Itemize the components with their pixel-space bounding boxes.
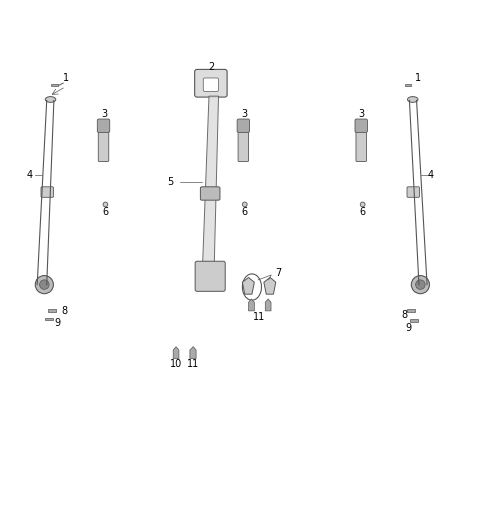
FancyBboxPatch shape [195, 70, 227, 97]
Text: 5: 5 [168, 177, 174, 187]
Text: 7: 7 [275, 268, 281, 278]
FancyBboxPatch shape [97, 119, 110, 133]
Text: 2: 2 [208, 61, 215, 72]
Text: 3: 3 [242, 109, 248, 119]
Text: 4: 4 [27, 170, 33, 180]
FancyBboxPatch shape [237, 119, 250, 133]
Polygon shape [242, 278, 254, 294]
Polygon shape [48, 309, 56, 312]
Polygon shape [249, 299, 254, 311]
Ellipse shape [416, 280, 425, 289]
Polygon shape [190, 347, 196, 358]
FancyBboxPatch shape [98, 129, 109, 161]
FancyBboxPatch shape [200, 187, 220, 200]
Ellipse shape [35, 275, 53, 294]
Text: 1: 1 [414, 74, 420, 83]
Ellipse shape [360, 202, 365, 207]
Text: 6: 6 [360, 207, 366, 217]
Polygon shape [405, 84, 411, 86]
FancyBboxPatch shape [203, 78, 218, 91]
Text: 3: 3 [359, 109, 365, 119]
Polygon shape [45, 318, 53, 321]
FancyBboxPatch shape [238, 129, 249, 161]
Polygon shape [264, 278, 276, 294]
Text: 1: 1 [63, 74, 69, 83]
Text: 8: 8 [402, 310, 408, 320]
FancyBboxPatch shape [195, 261, 225, 291]
Polygon shape [51, 84, 58, 86]
Ellipse shape [45, 97, 56, 102]
FancyBboxPatch shape [356, 129, 366, 161]
Polygon shape [410, 319, 418, 322]
Polygon shape [173, 347, 179, 358]
Text: 11: 11 [253, 312, 266, 322]
Text: 4: 4 [428, 170, 434, 180]
Ellipse shape [408, 97, 418, 102]
FancyBboxPatch shape [41, 187, 53, 197]
Text: 9: 9 [55, 318, 61, 328]
Text: 11: 11 [187, 359, 199, 369]
Text: 10: 10 [170, 359, 182, 369]
FancyBboxPatch shape [355, 119, 367, 133]
FancyBboxPatch shape [407, 187, 420, 197]
Polygon shape [202, 96, 218, 285]
Ellipse shape [103, 202, 108, 207]
Text: 9: 9 [405, 323, 411, 333]
Ellipse shape [39, 280, 49, 289]
Polygon shape [265, 299, 271, 311]
Ellipse shape [411, 275, 430, 294]
Ellipse shape [242, 202, 247, 207]
Text: 6: 6 [242, 207, 248, 217]
Text: 6: 6 [102, 207, 108, 217]
Polygon shape [407, 309, 415, 312]
Text: 3: 3 [101, 109, 107, 119]
Text: 8: 8 [62, 306, 68, 316]
